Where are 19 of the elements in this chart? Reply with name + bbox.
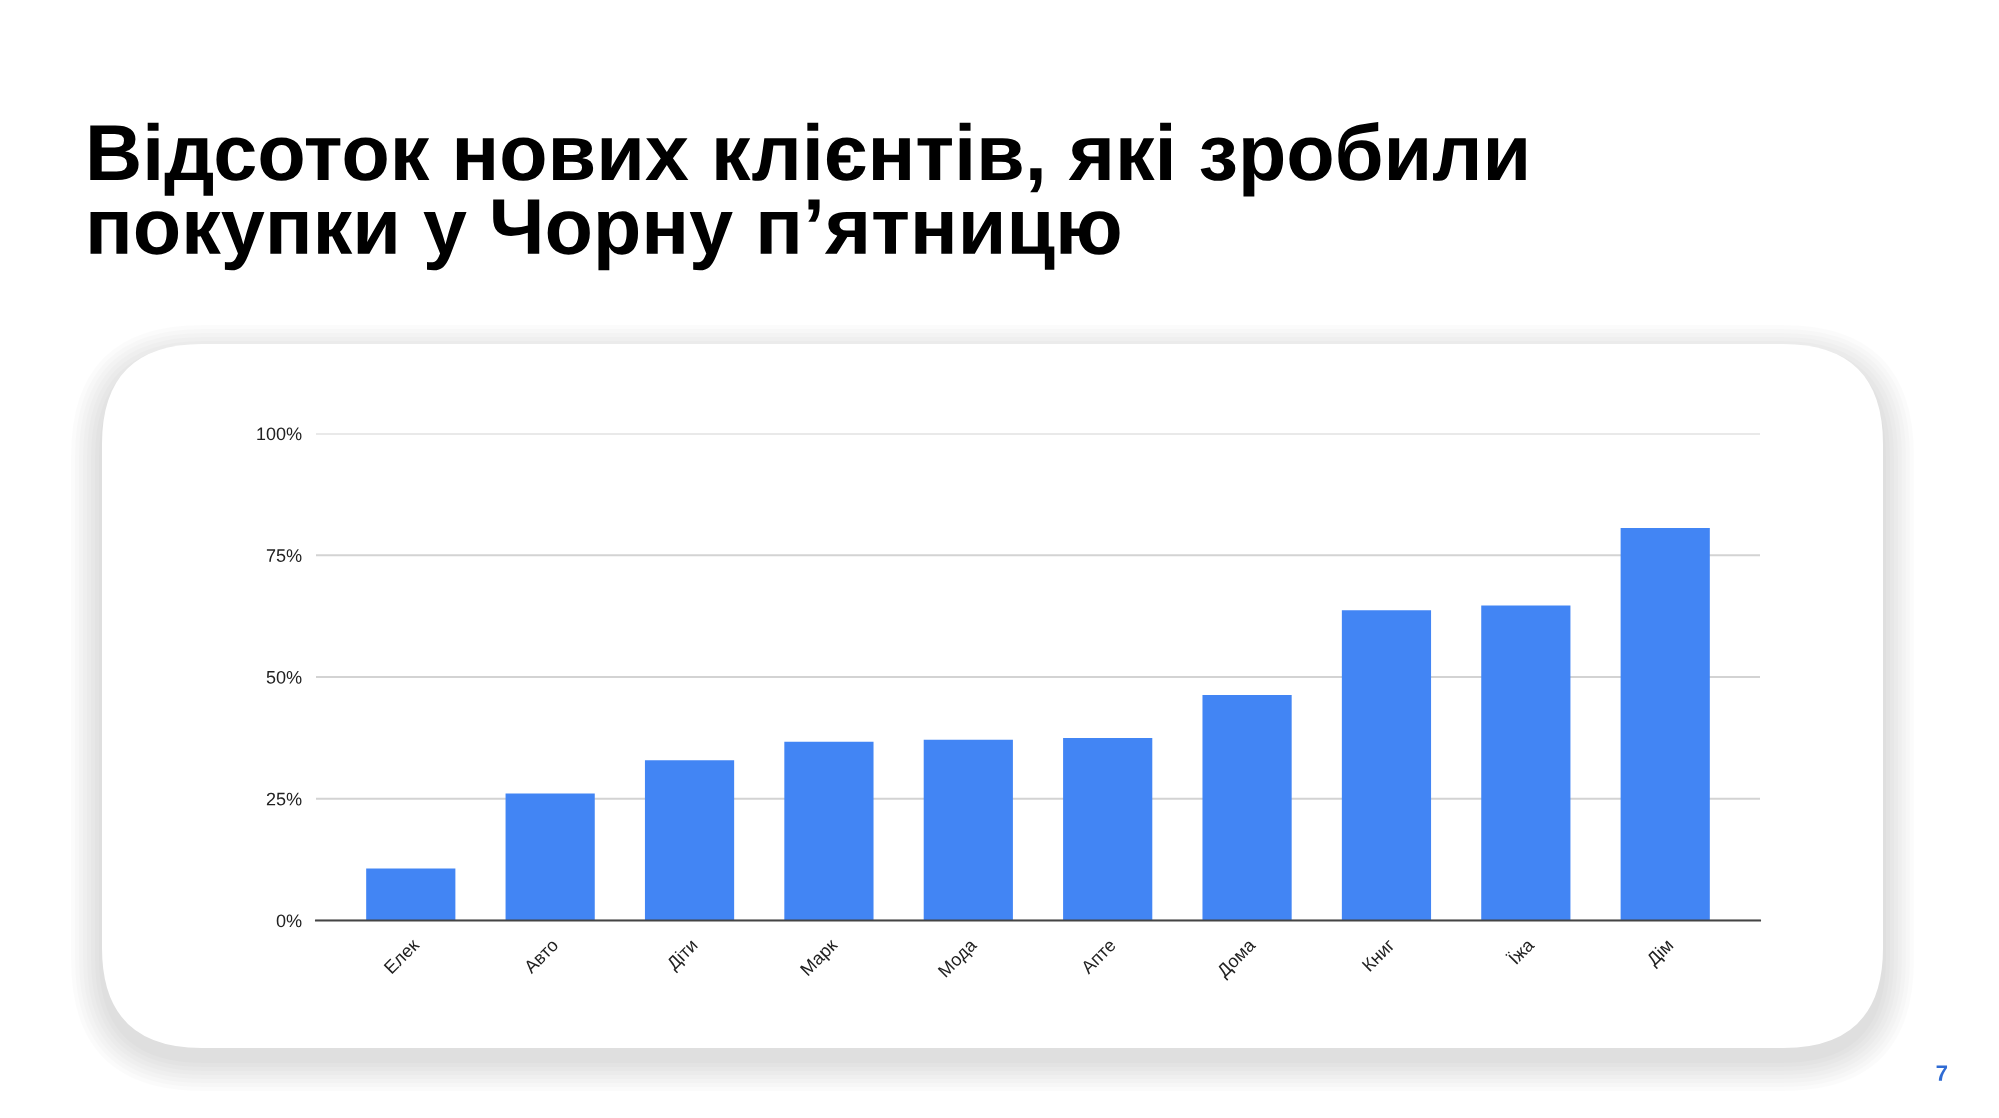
bar [1202, 695, 1292, 921]
chart-title: Відсоток нових клієнтів, які зробили покупки у Чорну п’ятницю [90, 122, 1526, 271]
bar [1620, 527, 1710, 921]
bar [1063, 737, 1153, 921]
bar [923, 739, 1013, 921]
bar [1481, 605, 1571, 921]
x-tick-label: Їжа [1505, 935, 1536, 966]
x-tick-label: Дім [1645, 938, 1677, 970]
bar [1341, 610, 1432, 921]
bar [505, 793, 595, 921]
y-tick-label: 100% [257, 427, 302, 441]
bar [366, 868, 456, 921]
y-tick-label: 50% [266, 670, 302, 684]
bar [784, 741, 874, 921]
y-tick-label: 75% [266, 549, 302, 562]
text: 7 [1936, 1065, 1948, 1081]
bar [644, 760, 735, 921]
y-tick-label: 0% [276, 914, 302, 928]
y-tick-label: 25% [266, 792, 302, 806]
